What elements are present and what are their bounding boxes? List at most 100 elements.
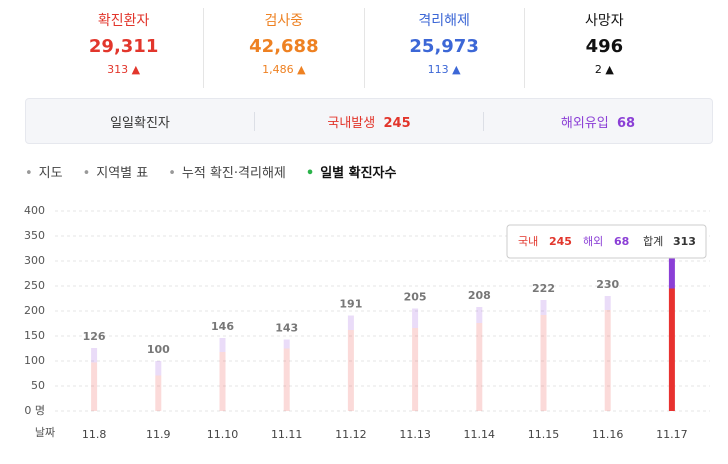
tooltip-label: 해외	[583, 234, 603, 248]
bar-segment	[155, 375, 162, 411]
dot: •	[82, 166, 91, 181]
bar-segment	[412, 328, 419, 411]
total-label: 205	[404, 291, 427, 304]
bar-segment	[540, 315, 547, 411]
total-label: 230	[596, 278, 619, 291]
y-tick-label: 200	[24, 304, 45, 317]
summary: 일일확진자 국내발생 245 해외유입 68	[25, 98, 713, 144]
bar-segment	[668, 288, 675, 411]
bar-segment	[668, 254, 675, 289]
tooltip-value: 245	[549, 235, 572, 248]
tooltip-label: 국내	[518, 235, 538, 248]
total-label: 143	[275, 322, 298, 335]
stat: 확진환자 29,311 313 ▲	[44, 8, 203, 88]
tab[interactable]: • 누적 확진·격리해제	[168, 162, 286, 181]
stat-label: 확진환자	[97, 13, 150, 29]
x-tick-label: 11.9	[146, 428, 171, 441]
tab[interactable]: • 일별 확진자수	[306, 162, 397, 181]
value: 68	[617, 115, 636, 131]
total-label: 222	[532, 282, 555, 295]
up-arrow: ▲	[128, 63, 141, 76]
bar-segment	[476, 323, 483, 411]
tooltip-box	[506, 224, 707, 259]
label: 해외유입	[560, 115, 609, 131]
tab-label: 누적 확진·격리해제	[181, 166, 286, 181]
x-tick-label: 11.15	[528, 428, 560, 441]
bar-segment	[155, 361, 162, 376]
bar-segment	[91, 348, 98, 363]
stat: 격리해제 25,973 113 ▲	[363, 8, 524, 88]
bar-segment	[219, 338, 226, 352]
summary-overseas: 해외유입 68	[483, 111, 712, 131]
tooltip-value: 313	[673, 235, 696, 248]
x-axis-label: 날짜	[35, 426, 55, 439]
tooltip-label: 합계	[643, 235, 663, 248]
y-tick-label: 100	[24, 354, 45, 367]
stat-change: 2 ▲	[525, 63, 684, 76]
summary-domestic: 국내발생 245	[254, 111, 483, 131]
bar-segment	[347, 330, 354, 411]
y-tick-label: 250	[24, 279, 45, 292]
change-value: 113	[427, 63, 449, 76]
change-value: 313	[107, 63, 129, 76]
tab[interactable]: • 지역별 표	[83, 162, 149, 181]
bar-segment	[91, 362, 98, 411]
stat-value: 496	[585, 36, 624, 57]
stat-label: 격리해제	[418, 13, 470, 29]
tab[interactable]: • 지도	[25, 162, 63, 181]
tab-label: 일별 확진자수	[320, 166, 397, 181]
x-tick-label: 11.14	[464, 428, 496, 441]
tab-label: 지역별 표	[96, 166, 149, 181]
bar-segment	[412, 308, 419, 328]
bar-segment	[347, 315, 354, 330]
stat: 검사중 42,688 1,486 ▲	[203, 8, 363, 88]
up-arrow: ▲	[293, 63, 306, 76]
tooltip-value: 68	[614, 235, 629, 248]
total-label: 126	[83, 330, 106, 343]
label: 국내발생	[327, 115, 376, 131]
stats: 확진환자 29,311 313 ▲ 검사중 42,688 1,486 ▲ 격리해제 25,97…	[44, 8, 684, 88]
bar-segment	[540, 300, 547, 315]
x-tick-label: 11.17	[656, 428, 688, 441]
up-arrow: ▲	[601, 63, 614, 76]
x-tick-label: 11.13	[399, 428, 431, 441]
bar-segment	[219, 352, 226, 411]
stat-change: 113 ▲	[365, 63, 524, 76]
stat: 사망자 496 2 ▲	[523, 8, 684, 88]
value: 245	[383, 115, 411, 131]
y-tick-label: 0 명	[24, 404, 45, 417]
summary-title: 일일확진자	[110, 115, 170, 131]
up-arrow: ▲	[448, 63, 461, 76]
y-tick-label: 400	[24, 204, 45, 217]
stat-value: 29,311	[88, 36, 159, 57]
total-label: 208	[468, 289, 491, 302]
bar-segment	[604, 296, 611, 310]
change-value: 1,486	[262, 63, 294, 76]
x-tick-label: 11.16	[592, 428, 624, 441]
stat-change: 1,486 ▲	[204, 63, 363, 76]
stat-label: 검사중	[264, 13, 304, 29]
dot: •	[25, 166, 33, 181]
dot: •	[305, 166, 315, 181]
x-tick-label: 11.12	[335, 428, 367, 441]
tab-label: 지도	[38, 166, 63, 181]
total-label: 191	[339, 298, 362, 311]
change-value: 2	[594, 63, 602, 76]
stat-label: 사망자	[585, 13, 624, 29]
y-tick-label: 150	[24, 329, 45, 342]
x-tick-label: 11.11	[271, 428, 303, 441]
total-label: 146	[211, 320, 234, 333]
y-tick-label: 50	[31, 379, 45, 392]
tabs: • 지도 • 지역별 표 • 누적 확진·격리해제 • 일별 확진자수	[25, 162, 396, 181]
y-tick-label: 300	[24, 254, 45, 267]
bar-segment	[283, 348, 290, 411]
dot: •	[168, 166, 176, 181]
x-tick-label: 11.10	[207, 428, 239, 441]
bar-segment	[604, 310, 611, 411]
stat-value: 25,973	[409, 36, 479, 57]
stat-change: 313 ▲	[44, 63, 203, 76]
bar-segment	[283, 339, 290, 349]
y-tick-label: 350	[24, 229, 45, 242]
stat-value: 42,688	[249, 36, 319, 57]
